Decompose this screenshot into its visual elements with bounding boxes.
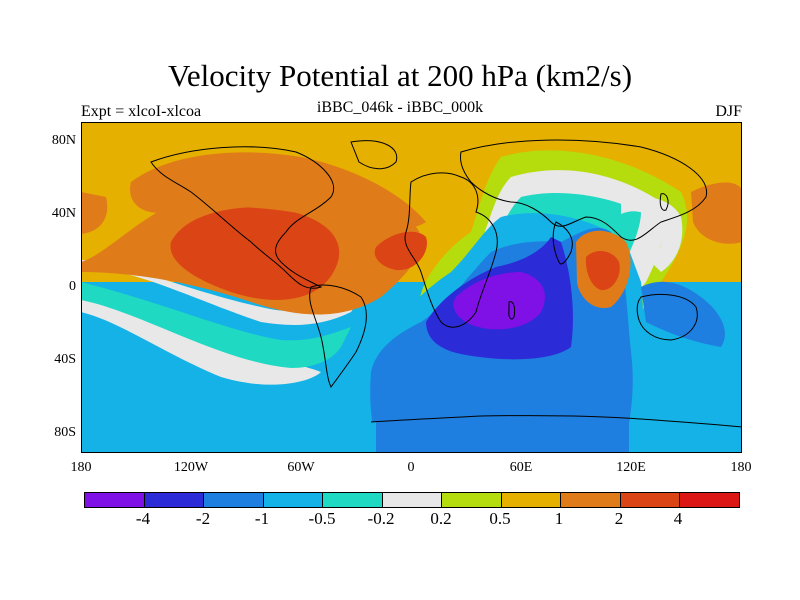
colorbar-label: -0.2	[367, 509, 395, 528]
colorbar-bin	[204, 493, 264, 507]
season-label: DJF	[715, 103, 742, 120]
lon-label-60w: 60W	[287, 460, 315, 475]
colorbar-bin	[620, 493, 681, 507]
lon-label-60e: 60E	[509, 460, 533, 475]
map-svg	[81, 122, 743, 453]
colorbar-label: 0.5	[489, 509, 511, 528]
colorbar-bin	[323, 493, 383, 507]
coastlines	[150, 139, 743, 428]
colorbar-label: -1	[254, 509, 270, 528]
colorbar-bin	[680, 493, 740, 507]
lat-label-40s: 40S	[54, 352, 76, 367]
velocity-potential-map	[81, 122, 743, 453]
lat-label-0: 0	[69, 279, 76, 294]
colorbar-bin	[501, 493, 562, 507]
lat-label-80n: 80N	[51, 133, 76, 148]
lat-label-80s: 80S	[54, 425, 76, 440]
lon-label-120w: 120W	[173, 460, 209, 475]
colorbar	[84, 492, 740, 508]
lat-label-40n: 40N	[51, 206, 76, 221]
difference-label: iBBC_046k - iBBC_000k	[316, 99, 484, 116]
lon-label-180e: 180	[730, 460, 752, 475]
colorbar-label: -2	[195, 509, 211, 528]
colorbar-bin	[85, 493, 145, 507]
contour-fill-layer	[81, 122, 742, 453]
colorbar-label: -0.5	[308, 509, 336, 528]
colorbar-label: 2	[614, 509, 624, 528]
colorbar-bin	[561, 493, 621, 507]
colorbar-bin	[263, 493, 324, 507]
colorbar-bin	[144, 493, 205, 507]
colorbar-label: 0.2	[430, 509, 452, 528]
map-frame	[81, 122, 742, 453]
colorbar-label: -4	[135, 509, 151, 528]
colorbar-bin	[442, 493, 502, 507]
map-title: Velocity Potential at 200 hPa (km2/s)	[167, 58, 633, 93]
lon-label-120e: 120E	[616, 460, 646, 475]
colorbar-bin	[382, 493, 443, 507]
colorbar-label: 4	[673, 509, 683, 528]
colorbar-label: 1	[554, 509, 564, 528]
lon-label-0: 0	[407, 460, 415, 475]
experiment-label: Expt = xlcoI-xlcoa	[81, 103, 202, 120]
lon-label-180w: 180	[70, 460, 92, 475]
